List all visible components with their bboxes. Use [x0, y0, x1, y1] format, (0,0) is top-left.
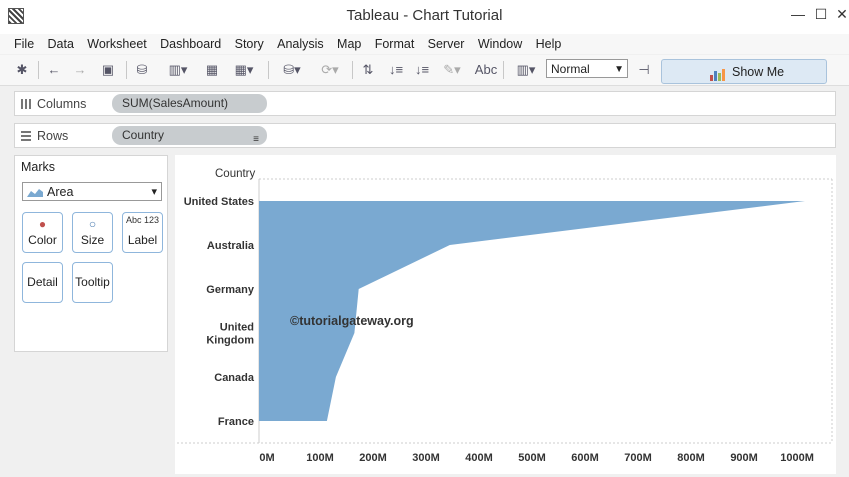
area-series: [259, 201, 805, 421]
size-circle-icon: ○: [88, 217, 97, 231]
menu-analysis[interactable]: Analysis: [277, 37, 324, 51]
minimize-button[interactable]: —: [791, 6, 805, 22]
duplicate-sheet-icon[interactable]: ▦: [205, 62, 219, 77]
sort-ascending-icon[interactable]: ↓≡: [388, 62, 404, 77]
new-data-source-icon[interactable]: ⛁: [136, 62, 148, 77]
fix-axes-icon[interactable]: ⊣: [638, 62, 650, 77]
rows-icon: [21, 131, 31, 141]
menu-dashboard[interactable]: Dashboard: [160, 37, 222, 51]
menu-format[interactable]: Format: [374, 37, 415, 51]
rows-pill[interactable]: Country ≡: [112, 126, 267, 145]
tableau-logo-icon[interactable]: ✱: [16, 62, 28, 77]
category-label: Germany: [206, 284, 255, 296]
columns-label: Columns: [37, 97, 87, 111]
menu-file[interactable]: File: [14, 37, 35, 51]
size-label: Size: [80, 233, 105, 247]
x-tick-label: 400M: [465, 452, 493, 464]
menu-help[interactable]: Help: [535, 37, 562, 51]
maximize-button[interactable]: ☐: [814, 6, 828, 22]
sort-descending-icon[interactable]: ↓≡: [414, 62, 430, 77]
mark-type-value: Area: [47, 185, 74, 199]
marks-title: Marks: [21, 160, 56, 174]
label-button[interactable]: Abc 123 Label: [122, 212, 163, 253]
x-tick-label: 200M: [359, 452, 387, 464]
visualization-area[interactable]: Country United States Australia Germany Unit…: [175, 155, 836, 474]
area-chart-icon: [27, 189, 43, 197]
rows-pill-label: Country: [122, 128, 165, 142]
sort-descending-icon: ≡: [253, 134, 259, 145]
chevron-down-icon: ▾: [151, 186, 157, 198]
highlight-icon[interactable]: ✎▾: [443, 62, 461, 77]
chevron-down-icon: ▼: [614, 64, 624, 75]
new-worksheet-icon[interactable]: ▥▾: [168, 62, 188, 77]
window-title: Tableau - Chart Tutorial: [346, 7, 503, 24]
save-icon[interactable]: ▣: [101, 62, 115, 77]
bar-chart-icon: [710, 67, 726, 81]
redo-icon[interactable]: →: [73, 62, 87, 77]
show-mark-labels-button[interactable]: Abc: [474, 62, 498, 77]
detail-button[interactable]: Detail: [22, 262, 63, 303]
x-tick-label: 800M: [677, 452, 705, 464]
color-label: Color: [28, 233, 57, 247]
menu-map[interactable]: Map: [337, 37, 362, 51]
color-button[interactable]: ● Color: [22, 212, 63, 253]
menu-window[interactable]: Window: [477, 37, 523, 51]
menu-data[interactable]: Data: [47, 37, 74, 51]
detail-label: Detail: [27, 275, 58, 289]
fit-select[interactable]: Normal ▼: [546, 59, 628, 78]
x-tick-label: 700M: [624, 452, 652, 464]
category-label: United: [220, 322, 254, 334]
tableau-app-icon: [8, 8, 24, 24]
refresh-icon[interactable]: ⟳▾: [321, 62, 339, 77]
title-bar: Tableau - Chart Tutorial — ☐ ✕: [0, 0, 849, 35]
color-palette-icon: ●: [38, 217, 47, 231]
rows-label: Rows: [37, 129, 69, 143]
columns-shelf[interactable]: Columns SUM(SalesAmount): [14, 91, 836, 116]
size-button[interactable]: ○ Size: [72, 212, 113, 253]
marks-card: Marks Area ▾ ● Color ○ Size Abc 123 Labe…: [14, 155, 168, 352]
area-chart: Country United States Australia Germany Unit…: [177, 168, 833, 464]
category-label: United States: [184, 196, 254, 208]
category-label: Kingdom: [206, 335, 254, 347]
x-tick-label: 0M: [259, 452, 274, 464]
x-tick-label: 1000M: [780, 452, 814, 464]
close-button[interactable]: ✕: [836, 6, 848, 22]
abc-123-icon: Abc 123: [125, 215, 160, 225]
x-tick-label: 100M: [306, 452, 334, 464]
columns-icon: [21, 99, 31, 109]
menu-worksheet[interactable]: Worksheet: [87, 37, 147, 51]
pause-updates-icon[interactable]: ⛁▾: [283, 62, 301, 77]
menu-server[interactable]: Server: [427, 37, 465, 51]
category-label: Australia: [207, 240, 255, 252]
watermark-text: ©tutorialgateway.org: [290, 314, 414, 328]
toolbar: ✱ ← → ▣ ⛁ ▥▾ ▦ ▦▾ ⛁▾ ⟳▾ ⇅ ↓≡ ↓≡ ✎▾ Abc ▥…: [0, 55, 849, 86]
clear-sheet-icon[interactable]: ▦▾: [234, 62, 254, 77]
tooltip-label: Tooltip: [75, 275, 110, 289]
swap-rows-columns-icon[interactable]: ⇅: [362, 62, 374, 77]
fit-select-value: Normal: [551, 62, 590, 76]
menu-bar: File Data Worksheet Dashboard Story Anal…: [0, 34, 849, 54]
label-label: Label: [127, 233, 158, 247]
category-label: Canada: [214, 372, 255, 384]
rows-shelf[interactable]: Rows Country ≡: [14, 123, 836, 148]
show-me-button[interactable]: Show Me: [661, 59, 827, 84]
mark-type-select[interactable]: Area ▾: [22, 182, 162, 201]
show-me-label: Show Me: [732, 65, 785, 79]
columns-pill[interactable]: SUM(SalesAmount): [112, 94, 267, 113]
x-tick-label: 900M: [730, 452, 758, 464]
category-label: France: [218, 416, 254, 428]
row-header: Country: [215, 168, 256, 180]
menu-story[interactable]: Story: [234, 37, 264, 51]
undo-icon[interactable]: ←: [47, 62, 61, 77]
tooltip-button[interactable]: Tooltip: [72, 262, 113, 303]
x-tick-label: 300M: [412, 452, 440, 464]
x-tick-label: 500M: [518, 452, 546, 464]
fit-options-icon[interactable]: ▥▾: [516, 62, 536, 77]
x-tick-label: 600M: [571, 452, 599, 464]
